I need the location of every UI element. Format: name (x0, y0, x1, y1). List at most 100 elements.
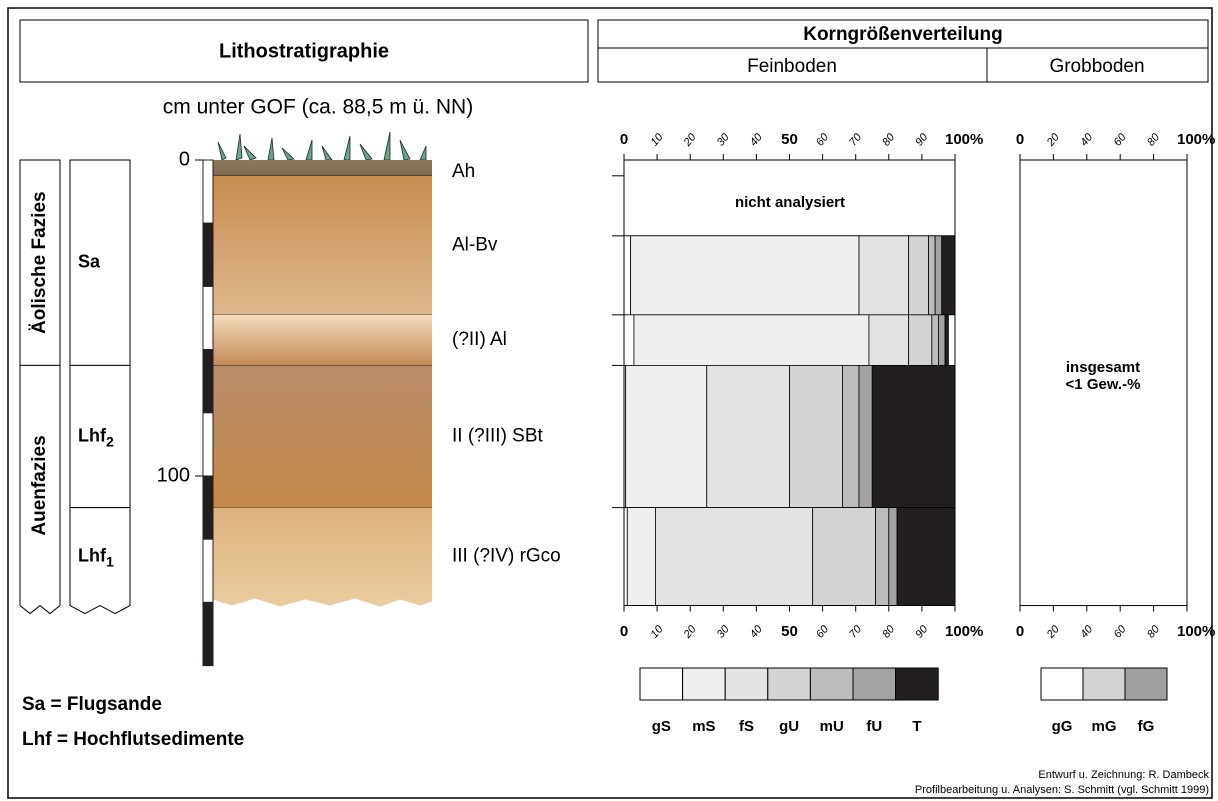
grain-segment (928, 235, 936, 316)
scale-segment (202, 222, 214, 287)
tick-label: 20 (681, 623, 699, 642)
legend-swatch (724, 667, 769, 701)
header-title: Korngrößenverteilung (803, 24, 1003, 45)
tick-label: 20 (681, 131, 699, 150)
tick-label: 50 (781, 131, 798, 148)
credit: Entwurf u. Zeichnung: R. Dambeck (1038, 769, 1209, 781)
horizon-label: (?II) Al (452, 329, 507, 350)
scale-segment (202, 285, 214, 351)
credit: Profilbearbeitung u. Analysen: S. Schmit… (915, 784, 1209, 796)
depth-tick-label: 100 (157, 464, 190, 486)
tick-label: 10 (648, 131, 666, 149)
unit-name: Lhf (78, 545, 107, 565)
tick-label: 70 (847, 623, 865, 641)
tick-label: 100% (945, 623, 983, 640)
unit-label: Lhf1 (78, 545, 114, 569)
grain-segment (655, 507, 814, 606)
horizon (213, 160, 432, 176)
scale-segment (202, 349, 214, 414)
horizon-label: III (?IV) rGco (452, 546, 561, 567)
grain-segment (908, 314, 933, 366)
grain-segment (938, 314, 946, 366)
tick-label: 30 (715, 131, 733, 149)
tick-label: 60 (814, 131, 832, 149)
legend-label: mS (692, 718, 715, 735)
horizon (213, 314, 432, 366)
grain-segment (875, 507, 890, 606)
scale-segment (202, 159, 214, 224)
scale-segment (202, 601, 214, 667)
horizon-label: Ah (452, 161, 475, 182)
grain-segment (858, 364, 873, 508)
facies-box (19, 364, 61, 615)
tick-label: 80 (880, 623, 898, 641)
legend-label: mG (1091, 718, 1116, 735)
grain-segment (871, 364, 956, 508)
legend-label: gS (652, 718, 671, 735)
tick-label: 80 (880, 131, 898, 149)
tick-label: 80 (1145, 131, 1163, 149)
header-sub: Grobboden (1049, 56, 1144, 77)
grain-segment (931, 314, 939, 366)
legend-swatch (767, 667, 811, 701)
tick-label: 0 (1016, 131, 1024, 148)
grain-segment (944, 314, 949, 366)
horizon (213, 507, 432, 607)
legend-swatch (1082, 667, 1126, 701)
horizon (213, 175, 432, 315)
tick-label: 10 (648, 623, 666, 641)
frame (7, 7, 1213, 799)
grain-segment (625, 364, 708, 508)
tick-label: 50 (781, 623, 798, 640)
grob-note: <1 Gew.-% (1066, 376, 1141, 393)
legend-swatch (1040, 667, 1084, 701)
unit-name: Sa (78, 251, 101, 271)
horizon (213, 365, 432, 508)
grob-note: insgesamt (1066, 359, 1140, 376)
grain-segment (706, 364, 790, 508)
grain-segment (896, 507, 956, 606)
grain-segment (789, 364, 843, 508)
legend-label: mU (820, 718, 844, 735)
tick-label: 60 (1112, 623, 1130, 641)
unit-box (69, 507, 131, 615)
header-sub: Feinboden (747, 56, 837, 77)
depth-label: cm unter GOF (ca. 88,5 m ü. NN) (163, 96, 473, 119)
tick-label: 80 (1145, 623, 1163, 641)
tick-label: 100% (945, 131, 983, 148)
grain-segment (623, 235, 632, 316)
tick-label: 40 (748, 623, 766, 641)
legend-label: T (912, 718, 921, 735)
scale-segment (202, 538, 214, 603)
tick-label: 0 (1016, 623, 1024, 640)
tick-label: 20 (1044, 131, 1062, 150)
header-box (19, 19, 589, 83)
tick-label: 40 (1078, 131, 1096, 149)
legend-swatch (809, 667, 854, 701)
horizon-label: Al-Bv (452, 234, 498, 255)
legend-label: gU (779, 718, 799, 735)
unit-label: Sa (78, 251, 101, 271)
tick-label: 90 (913, 131, 931, 149)
scale-segment (202, 412, 214, 477)
tick-label: 20 (1044, 623, 1062, 642)
tick-label: 40 (748, 131, 766, 149)
grain-segment (888, 507, 898, 606)
grain-segment (623, 314, 635, 366)
header-left: Lithostratigraphie (219, 40, 389, 62)
unit-sub: 2 (106, 433, 114, 449)
tick-label: 90 (913, 623, 931, 641)
unit-sub: 1 (106, 553, 114, 569)
scale-segment (202, 475, 214, 540)
legend-label: fG (1138, 718, 1155, 735)
abbreviation: Sa = Flugsande (22, 694, 162, 715)
horizon-label: II (?III) SBt (452, 426, 544, 447)
grain-segment (868, 314, 910, 366)
legend-label: gG (1052, 718, 1073, 735)
grain-segment (626, 507, 656, 606)
grain-segment (842, 364, 860, 508)
grass (217, 131, 427, 161)
legend-label: fS (739, 718, 754, 735)
